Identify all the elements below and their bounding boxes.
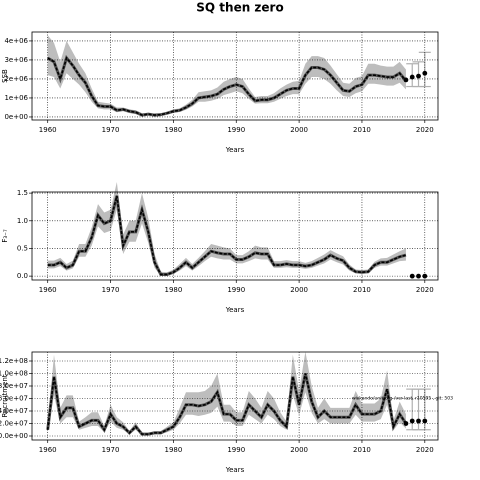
confidence-band <box>47 182 406 276</box>
x-tick-label: 2000 <box>290 126 308 134</box>
x-tick-label: 2010 <box>353 126 371 134</box>
y-axis-label: Recruitment <box>1 374 9 417</box>
y-tick-label: 0.0 <box>17 272 28 280</box>
y-tick-label: 2e+06 <box>4 75 28 83</box>
plot-frame <box>31 31 439 121</box>
y-tick-label: 3e+06 <box>4 56 28 64</box>
confidence-band <box>47 351 406 435</box>
x-tick-label: 1970 <box>102 126 120 134</box>
x-axis-label: Years <box>225 306 245 314</box>
x-tick-label: 2000 <box>290 286 308 294</box>
series-line-dashed <box>47 56 407 116</box>
projection-point <box>403 77 409 83</box>
x-tick-label: 1970 <box>102 446 120 454</box>
x-tick-label: 1980 <box>164 446 182 454</box>
x-tick-label: 1960 <box>39 286 57 294</box>
x-tick-label: 2010 <box>353 446 371 454</box>
projection-point <box>422 418 428 424</box>
y-tick-label: 4e+06 <box>4 37 28 45</box>
y-tick-label: 1.2e+08 <box>0 357 28 365</box>
projection-point <box>416 273 421 279</box>
y-axis-label: SSB <box>1 69 9 83</box>
x-tick-label: 2010 <box>353 286 371 294</box>
y-tick-label: 8.0e+07 <box>0 382 28 390</box>
projection-point <box>409 74 415 80</box>
confidence-band <box>47 35 406 117</box>
x-tick-label: 1960 <box>39 446 57 454</box>
y-tick-label: 1e+06 <box>4 94 28 102</box>
series-line-dashed <box>47 195 407 276</box>
figure-title: SQ then zero <box>196 1 283 15</box>
x-tick-label: 2020 <box>416 286 434 294</box>
annotation: wiskando/unit-org-/ver-last, r10595 , gi… <box>352 396 453 402</box>
x-tick-label: 1970 <box>102 286 120 294</box>
x-tick-label: 2020 <box>416 446 434 454</box>
x-tick-label: 2020 <box>416 126 434 134</box>
projection-point <box>416 418 421 424</box>
x-tick-label: 2000 <box>290 446 308 454</box>
y-tick-label: 1.5 <box>17 189 28 197</box>
x-tick-label: 1980 <box>164 286 182 294</box>
series-line <box>47 195 407 276</box>
x-axis-label: Years <box>225 466 245 474</box>
x-tick-label: 1960 <box>39 126 57 134</box>
plot-frame <box>31 351 439 441</box>
x-tick-label: 1990 <box>227 446 245 454</box>
y-tick-label: 4.0e+07 <box>0 407 28 415</box>
x-tick-label: 1990 <box>227 286 245 294</box>
y-tick-label: 1.0e+08 <box>0 370 28 378</box>
y-tick-label: 1.0 <box>17 217 28 225</box>
series-line-dashed <box>46 373 407 435</box>
x-axis-label: Years <box>225 146 245 154</box>
projection-point <box>403 421 409 426</box>
x-tick-label: 1990 <box>227 126 245 134</box>
y-tick-label: 0e+00 <box>4 113 28 121</box>
projection-point <box>416 73 421 79</box>
projection-point <box>409 418 415 424</box>
y-tick-label: 0.0e+00 <box>0 432 28 440</box>
y-tick-label: 6.0e+07 <box>0 395 28 403</box>
x-tick-label: 1980 <box>164 126 182 134</box>
y-axis-label: F₃₋₇ <box>1 229 9 243</box>
y-tick-label: 0.5 <box>17 244 28 252</box>
projection-point <box>422 70 428 76</box>
plot-frame <box>31 191 439 281</box>
y-tick-label: 2.0e+07 <box>0 420 28 428</box>
